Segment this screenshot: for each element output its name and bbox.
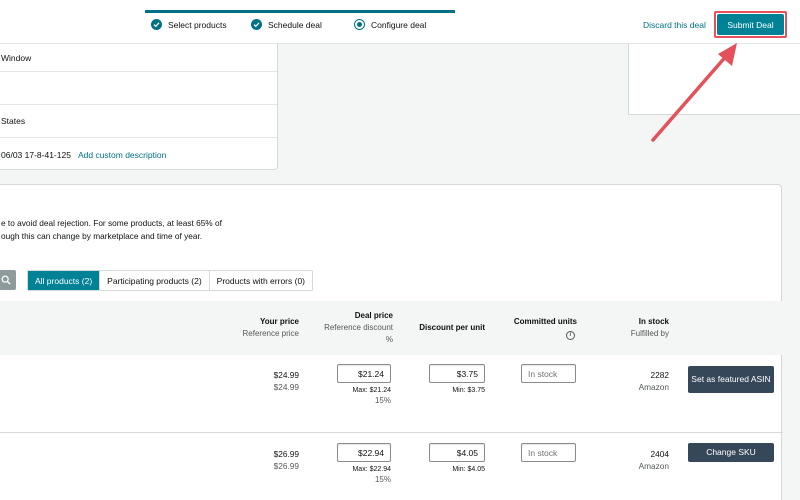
- checkmark-icon: [251, 19, 262, 30]
- table-row: $24.99 $24.99 $21.24 Max: $21.24 15% $3.…: [0, 355, 783, 433]
- tab-all-products[interactable]: All products (2): [28, 271, 101, 290]
- tab-participating-products[interactable]: Participating products (2): [100, 271, 210, 290]
- column-your-price: Your price Reference price: [242, 317, 299, 338]
- progress-track: [145, 10, 455, 13]
- column-committed-units: Committed units i: [513, 317, 577, 340]
- table-row: $26.99 $26.99 $22.94 Max: $22.94 15% $4.…: [0, 434, 783, 500]
- column-discount-per-unit: Discount per unit: [419, 323, 485, 332]
- submit-deal-button[interactable]: Submit Deal: [717, 14, 784, 35]
- step-label: Schedule deal: [268, 19, 322, 30]
- deal-price-limits: Max: $22.94 15%: [352, 466, 391, 484]
- committed-units-input[interactable]: In stock: [521, 443, 576, 462]
- set-featured-asin-button[interactable]: Set as featured ASIN: [688, 366, 774, 393]
- deal-price-input[interactable]: $21.24: [337, 364, 391, 383]
- step-label: Configure deal: [371, 19, 427, 30]
- your-price-cell: $24.99 $24.99: [273, 370, 299, 392]
- deal-info-card: Window States 06/03 17-8-41-125 Add cust…: [0, 44, 278, 170]
- discount-per-unit-input[interactable]: $4.05: [429, 443, 485, 462]
- in-stock-cell: 2282 Amazon: [638, 370, 669, 392]
- deal-price-input[interactable]: $22.94: [337, 443, 391, 462]
- discard-deal-link[interactable]: Discard this deal: [643, 20, 706, 30]
- step-schedule-deal: Schedule deal: [251, 19, 322, 30]
- discount-min: Min: $4.05: [452, 466, 485, 473]
- discount-min: Min: $3.75: [452, 387, 485, 394]
- info-row: 06/03 17-8-41-125 Add custom description: [1, 149, 167, 160]
- top-bar: Select products Schedule deal Configure …: [0, 0, 800, 44]
- submit-highlight-box: [714, 11, 787, 38]
- product-filter-tabs: All products (2) Participating products …: [27, 270, 314, 291]
- add-custom-description-link[interactable]: Add custom description: [77, 149, 167, 160]
- checkmark-icon: [151, 19, 162, 30]
- step-configure-deal: Configure deal: [354, 19, 426, 30]
- your-price-cell: $26.99 $26.99: [273, 449, 299, 471]
- annotation-arrow-icon: [651, 43, 737, 142]
- search-icon: [1, 275, 11, 285]
- side-card: [628, 44, 800, 115]
- committed-units-input[interactable]: In stock: [521, 364, 576, 383]
- deal-guidance-note: e to avoid deal rejection. For some prod…: [1, 218, 222, 241]
- info-row: Window: [0, 44, 277, 72]
- column-in-stock: In stock Fulfilled by: [630, 317, 669, 338]
- step-select-products: Select products: [151, 19, 227, 30]
- search-button[interactable]: [0, 270, 16, 290]
- tab-products-with-errors[interactable]: Products with errors (0): [216, 275, 306, 286]
- in-stock-cell: 2404 Amazon: [638, 449, 669, 471]
- step-label: Select products: [168, 19, 227, 30]
- change-sku-button[interactable]: Change SKU: [688, 443, 774, 462]
- products-panel: e to avoid deal rejection. For some prod…: [0, 184, 783, 500]
- current-step-icon: [354, 19, 365, 30]
- discount-per-unit-input[interactable]: $3.75: [429, 364, 485, 383]
- column-deal-price: Deal price Reference discount %: [324, 311, 393, 344]
- info-row: [0, 72, 277, 105]
- deal-price-limits: Max: $21.24 15%: [352, 387, 391, 405]
- info-row: States: [0, 105, 277, 138]
- info-icon[interactable]: i: [566, 331, 575, 340]
- table-header: Your price Reference price Deal price Re…: [0, 301, 783, 355]
